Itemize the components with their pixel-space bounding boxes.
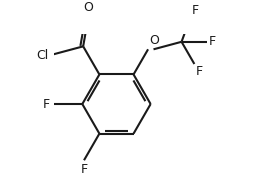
Text: O: O — [149, 34, 159, 47]
Text: F: F — [43, 98, 50, 111]
Text: O: O — [83, 1, 93, 14]
Text: F: F — [192, 4, 199, 17]
Text: F: F — [196, 65, 203, 78]
Text: F: F — [81, 163, 88, 176]
Text: Cl: Cl — [36, 49, 49, 62]
Text: F: F — [208, 35, 215, 48]
